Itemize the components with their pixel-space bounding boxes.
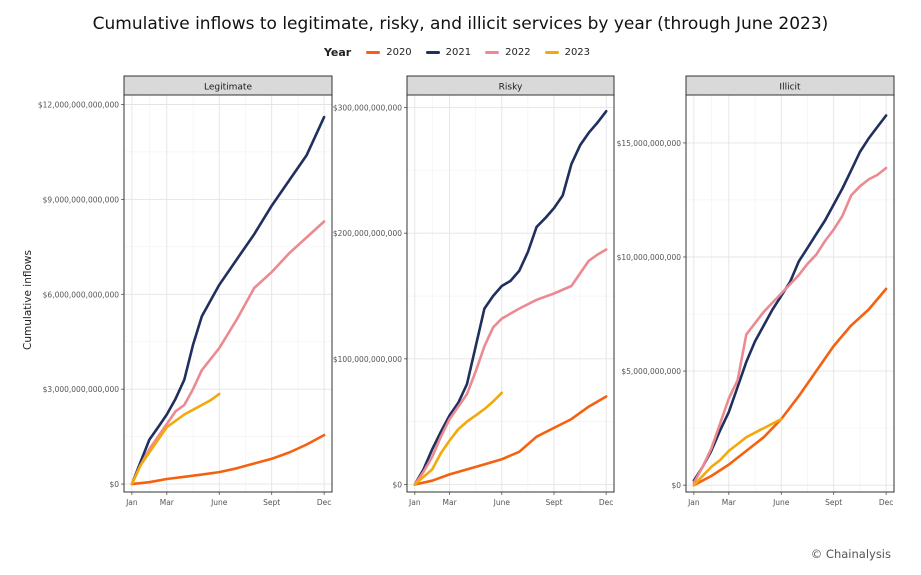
legend-item-2022: 2022: [485, 47, 531, 58]
legend-label-2021: 2021: [445, 47, 472, 58]
y-tick-label-legitimate: $3,000,000,000,000: [43, 385, 120, 394]
facet-label-risky: Risky: [499, 83, 523, 93]
y-tick-label-risky: $100,000,000,000: [333, 355, 402, 364]
y-tick-label-risky: $0: [392, 480, 402, 489]
panel-border-risky: [406, 94, 615, 493]
panel-border-legitimate: [123, 94, 333, 493]
y-tick-label-legitimate: $12,000,000,000,000: [38, 100, 119, 109]
series-line-2020-risky: [413, 395, 608, 486]
legend-title: Year: [323, 46, 352, 59]
y-tick-label-risky: $200,000,000,000: [333, 229, 402, 238]
facet-label-legitimate: Legitimate: [204, 83, 252, 93]
y-tick-label-risky: $300,000,000,000: [333, 104, 402, 113]
series-line-2021-illicit: [692, 114, 888, 482]
legend-item-2020: 2020: [366, 47, 412, 58]
panel-border-illicit: [685, 94, 895, 493]
facet-label-illicit: Illicit: [779, 83, 801, 93]
legend-swatch-2022: [485, 51, 500, 54]
legend-label-2022: 2022: [505, 47, 531, 58]
x-tick-label-illicit: June: [772, 498, 790, 507]
series-line-2020-illicit: [692, 287, 888, 487]
legend-swatch-2020: [366, 51, 381, 54]
chainalysis-credit: © Chainalysis: [810, 547, 891, 561]
chart-title: Cumulative inflows to legitimate, risky,…: [92, 14, 829, 34]
y-tick-label-legitimate: $0: [109, 480, 119, 489]
y-tick-label-illicit: $15,000,000,000: [617, 139, 682, 148]
x-tick-label-illicit: Mar: [722, 498, 737, 507]
x-tick-label-risky: Mar: [443, 498, 458, 507]
legend: Year 2020 2021 2022 2023: [0, 46, 921, 59]
legend-item-2021: 2021: [425, 47, 472, 58]
x-tick-label-risky: Jan: [408, 498, 421, 507]
x-tick-label-legitimate: Mar: [160, 498, 175, 507]
legend-label-2023: 2023: [564, 47, 591, 58]
series-line-2021-legitimate: [130, 115, 326, 486]
x-tick-label-illicit: Jan: [687, 498, 700, 507]
series-line-2023-legitimate: [130, 392, 221, 486]
x-tick-label-legitimate: June: [210, 498, 228, 507]
x-tick-label-legitimate: Jan: [125, 498, 138, 507]
y-tick-label-legitimate: $6,000,000,000,000: [43, 290, 120, 299]
x-tick-label-risky: Sept: [545, 498, 562, 507]
y-tick-label-illicit: $0: [671, 481, 681, 490]
legend-swatch-2023: [544, 51, 559, 54]
series-line-2023-risky: [413, 391, 504, 486]
legend-label-2020: 2020: [386, 47, 412, 58]
series-line-2022-legitimate: [130, 220, 326, 486]
x-tick-label-illicit: Sept: [825, 498, 842, 507]
series-line-2020-legitimate: [130, 433, 326, 486]
x-tick-label-legitimate: Sept: [263, 498, 280, 507]
y-tick-label-legitimate: $9,000,000,000,000: [43, 195, 120, 204]
series-line-2023-illicit: [692, 417, 783, 487]
legend-item-2023: 2023: [544, 47, 591, 58]
series-line-2022-risky: [413, 248, 608, 486]
x-tick-label-risky: June: [493, 498, 511, 507]
x-tick-label-legitimate: Dec: [317, 498, 332, 507]
x-tick-label-risky: Dec: [599, 498, 614, 507]
series-line-2022-illicit: [692, 166, 888, 485]
x-tick-label-illicit: Dec: [879, 498, 894, 507]
y-tick-label-illicit: $5,000,000,000: [621, 367, 681, 376]
y-tick-label-illicit: $10,000,000,000: [617, 253, 682, 262]
legend-swatch-2021: [425, 51, 440, 54]
series-line-2021-risky: [413, 110, 608, 486]
